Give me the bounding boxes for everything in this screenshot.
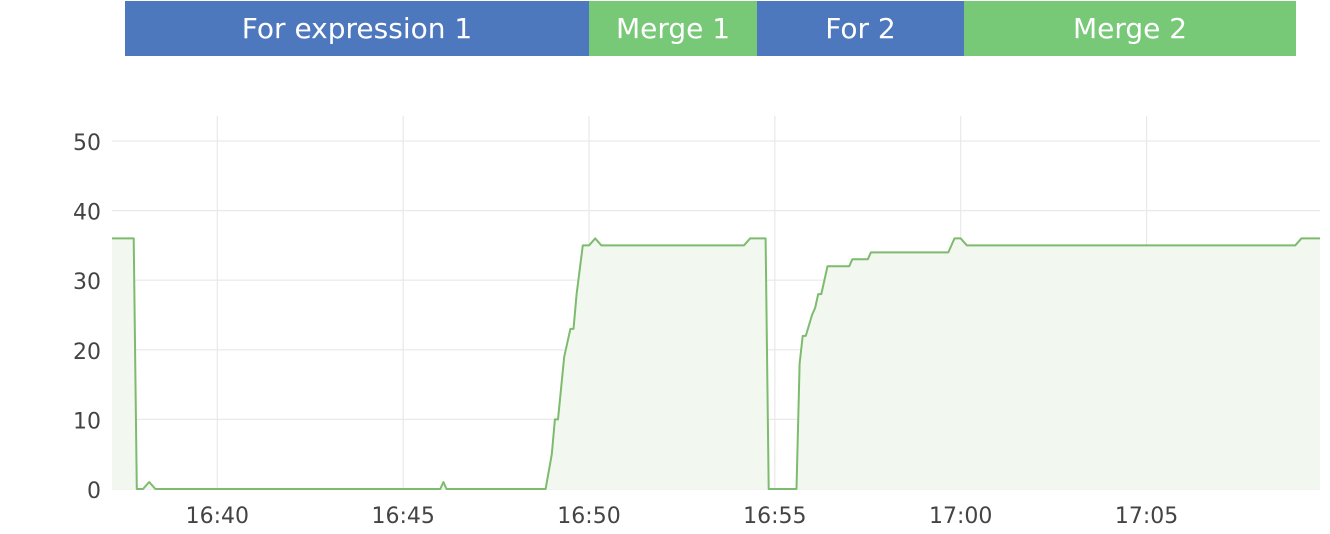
series-area (112, 238, 1320, 489)
x-tick-label: 17:05 (1115, 504, 1178, 529)
x-tick-label: 16:40 (186, 504, 249, 529)
y-tick-label: 40 (73, 201, 101, 226)
x-tick-label: 17:00 (929, 504, 992, 529)
y-tick-label: 0 (87, 479, 101, 504)
x-tick-label: 16:45 (371, 504, 434, 529)
y-tick-label: 10 (73, 409, 101, 434)
x-tick-label: 16:55 (743, 504, 806, 529)
y-tick-label: 30 (73, 270, 101, 295)
x-axis: 16:40 16:45 16:50 16:55 17:00 17:05 (186, 504, 1179, 529)
y-tick-label: 50 (73, 131, 101, 156)
series-area-fill (112, 238, 1320, 489)
y-axis: 0 10 20 30 40 50 (73, 131, 101, 504)
y-tick-label: 20 (73, 340, 101, 365)
x-tick-label: 16:50 (557, 504, 620, 529)
